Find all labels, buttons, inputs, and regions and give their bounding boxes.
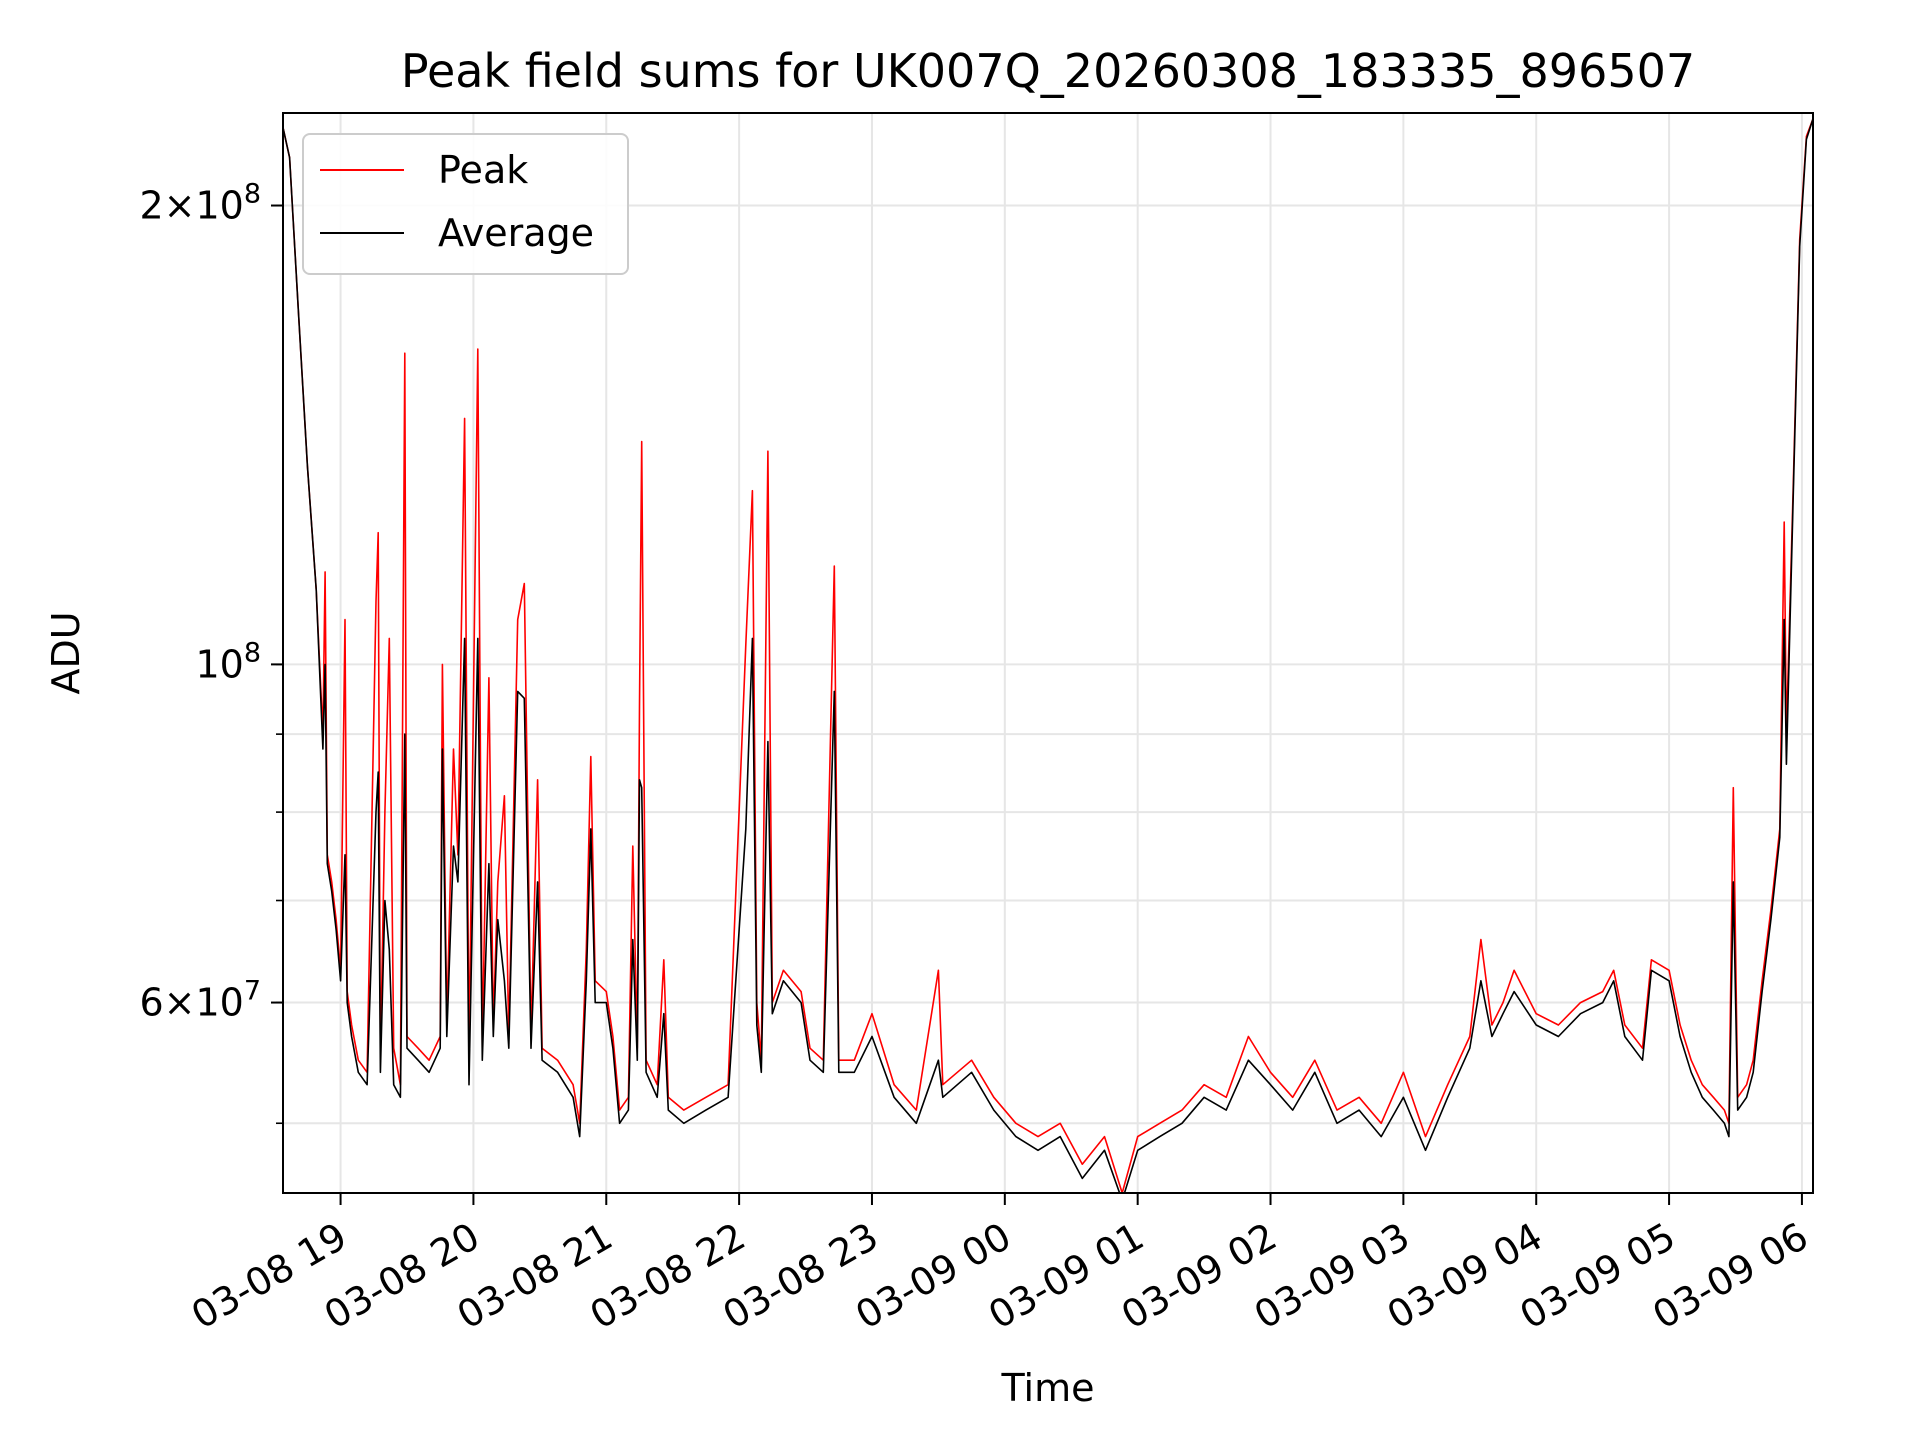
grid <box>283 113 1813 1193</box>
y-tick-label: 108 <box>195 637 261 686</box>
y-axis-label: ADU <box>44 611 88 694</box>
legend: Peak Average <box>302 133 629 275</box>
x-axis-label: Time <box>1001 1366 1095 1410</box>
plot-frame <box>282 112 1814 1194</box>
series-layer <box>283 118 1813 1193</box>
series-line-average <box>283 118 1813 1193</box>
plot-area <box>282 112 1814 1194</box>
legend-label-peak: Peak <box>438 148 528 192</box>
chart-title: Peak field sums for UK007Q_20260308_1833… <box>401 44 1695 98</box>
legend-label-average: Average <box>438 211 594 255</box>
y-tick-label: 6×107 <box>139 976 261 1025</box>
y-axis: 2×108 108 6×107 <box>139 179 283 1125</box>
y-tick-label: 2×108 <box>139 179 261 228</box>
